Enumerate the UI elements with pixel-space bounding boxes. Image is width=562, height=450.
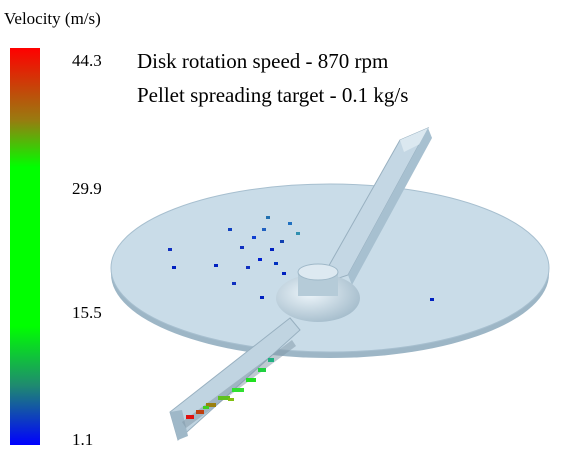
colorbar-tick: 29.9: [72, 179, 102, 198]
colorbar: [10, 48, 40, 445]
disk-model: [111, 128, 549, 440]
colorbar-tick: 44.3: [72, 51, 102, 70]
colorbar-tick: 15.5: [72, 303, 102, 322]
page: Velocity (m/s) 44.3 29.9 15.5 1.1 Disk r…: [0, 0, 562, 450]
annotation: Disk rotation speed - 870 rpm: [137, 49, 388, 73]
annotation: Pellet spreading target - 0.1 kg/s: [137, 83, 408, 107]
colorbar-title: Velocity (m/s): [4, 9, 101, 28]
figure: Velocity (m/s) 44.3 29.9 15.5 1.1 Disk r…: [0, 0, 562, 450]
colorbar-tick: 1.1: [72, 430, 93, 449]
